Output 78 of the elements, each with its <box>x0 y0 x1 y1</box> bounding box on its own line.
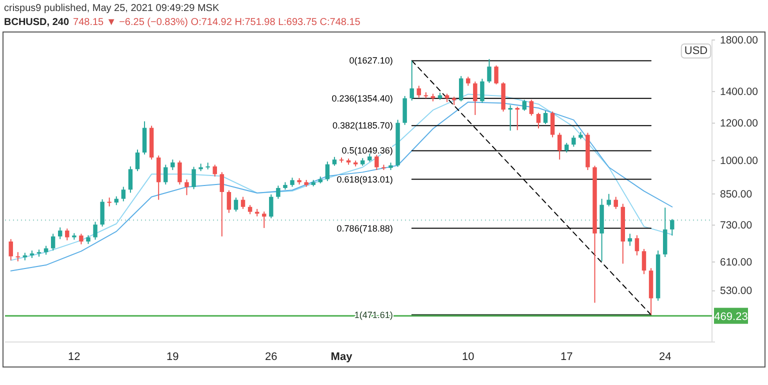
annotation: USD <box>684 45 708 57</box>
candlestick <box>416 85 421 98</box>
candlestick <box>614 196 618 210</box>
x-tick-label: 17 <box>560 350 573 363</box>
candlestick <box>240 196 246 210</box>
text: crispus9 published, May 25, 2021 09:49:29 MSK <box>4 3 220 14</box>
ref-line-label: 469.23 <box>714 310 748 323</box>
candlestick <box>184 178 189 196</box>
candlestick <box>410 60 414 102</box>
candlestick <box>536 112 541 129</box>
y-tick-label: 530.00 <box>720 285 752 298</box>
y-tick-label: 1200.00 <box>720 118 758 130</box>
candlestick <box>473 81 478 116</box>
chart-title: BCHUSD, 240 <box>4 17 70 28</box>
candlestick <box>642 248 646 275</box>
candlestick <box>170 159 175 171</box>
candlestick <box>634 234 640 256</box>
candlestick <box>529 99 534 116</box>
candlestick <box>128 166 133 194</box>
candlestick <box>670 218 674 236</box>
candlestick <box>135 149 140 172</box>
candlestick <box>121 186 126 202</box>
candlestick <box>212 164 217 178</box>
candlestick <box>16 252 20 262</box>
candlestick <box>480 78 484 104</box>
chart-subtitle: 748.15 ▼ −6.25 (−0.83%) O:714.92 H:751.98 L:693.75 C:748.15 <box>73 17 361 28</box>
text: 0.5(1049.36) <box>342 146 393 156</box>
text: 0(1627.10) <box>349 56 393 66</box>
text: 0.236(1354.40) <box>332 93 393 104</box>
y-tick-label: 610.00 <box>720 256 752 268</box>
candlestick <box>557 132 562 160</box>
candlestick <box>487 58 492 84</box>
candlestick <box>543 110 548 125</box>
x-tick-label: 12 <box>68 350 80 363</box>
x-tick-label: May <box>330 350 354 363</box>
candlestick <box>494 64 498 85</box>
candlestick <box>226 190 232 214</box>
candlestick <box>248 204 252 215</box>
candlestick <box>93 221 98 240</box>
candlestick <box>290 177 294 188</box>
candlestick <box>564 142 569 154</box>
text: 0.382(1185.70) <box>332 120 393 131</box>
y-tick-label: 1800.00 <box>720 34 758 46</box>
candlestick <box>107 197 112 207</box>
candlestick <box>276 185 280 200</box>
candlestick <box>164 164 168 185</box>
candlestick <box>572 135 576 148</box>
x-tick-label: 26 <box>265 350 278 363</box>
candlestick <box>628 233 632 246</box>
x-tick-label: 19 <box>166 350 179 363</box>
candlestick <box>458 76 464 102</box>
candlestick <box>8 238 13 261</box>
x-tick-label: 10 <box>462 350 474 363</box>
candlestick <box>508 104 512 132</box>
candlestick <box>606 193 611 207</box>
candlestick <box>550 111 555 138</box>
text: 0.786(718.88) <box>336 223 393 234</box>
candlestick <box>234 197 238 212</box>
candlestick <box>50 233 56 252</box>
candlestick <box>65 228 70 241</box>
x-tick-label: 24 <box>658 350 672 363</box>
candlestick <box>220 172 224 237</box>
candlestick <box>100 198 104 228</box>
y-tick-label: 1400.00 <box>720 86 758 98</box>
candlestick <box>522 99 527 112</box>
candlestick <box>58 226 62 240</box>
candlestick <box>192 166 196 190</box>
candlestick <box>466 76 470 86</box>
candlestick <box>325 161 330 182</box>
candlestick <box>262 211 266 228</box>
candlestick <box>269 194 274 219</box>
candlestick <box>178 160 182 185</box>
candlestick <box>374 154 379 171</box>
candlestick <box>79 233 84 245</box>
y-tick-label: 850.00 <box>720 188 752 200</box>
y-tick-label: 1000.00 <box>720 154 758 167</box>
text: 0.618(913.01) <box>336 174 393 184</box>
y-tick-label: 730.00 <box>720 220 752 232</box>
